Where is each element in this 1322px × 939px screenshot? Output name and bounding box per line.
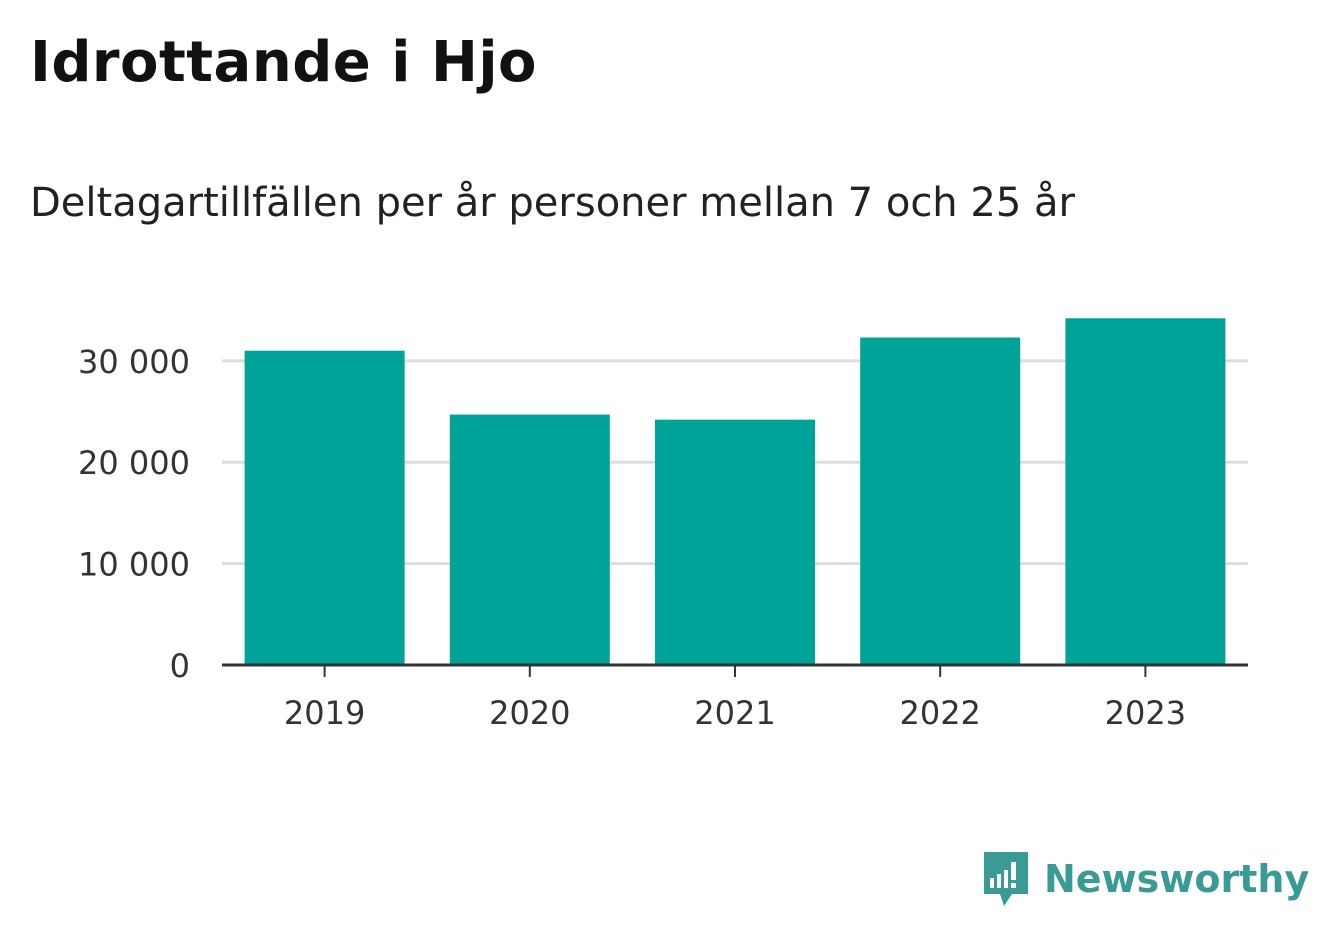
bar-2021 (655, 419, 815, 665)
newsworthy-logo-icon (984, 852, 1028, 906)
x-tick-label: 2022 (899, 694, 980, 732)
bar-2023 (1065, 318, 1226, 665)
x-tick-label: 2021 (694, 694, 775, 732)
bar-2020 (449, 414, 610, 665)
chart-title: Idrottande i Hjo (30, 30, 537, 95)
bar-2019 (244, 350, 405, 665)
x-tick-label: 2020 (489, 694, 570, 732)
y-tick-label: 30 000 (78, 343, 190, 381)
y-tick-label: 10 000 (78, 546, 190, 584)
brand-name: Newsworthy (1044, 857, 1310, 901)
bar-2022 (860, 337, 1021, 665)
newsworthy-logo: Newsworthy (980, 848, 1309, 910)
y-tick-label: 0 (170, 647, 190, 685)
x-tick-label: 2023 (1105, 694, 1186, 732)
y-tick-label: 20 000 (78, 444, 190, 482)
x-tick-label: 2019 (284, 694, 365, 732)
chart-subtitle: Deltagartillfällen per år personer mella… (30, 180, 1075, 226)
